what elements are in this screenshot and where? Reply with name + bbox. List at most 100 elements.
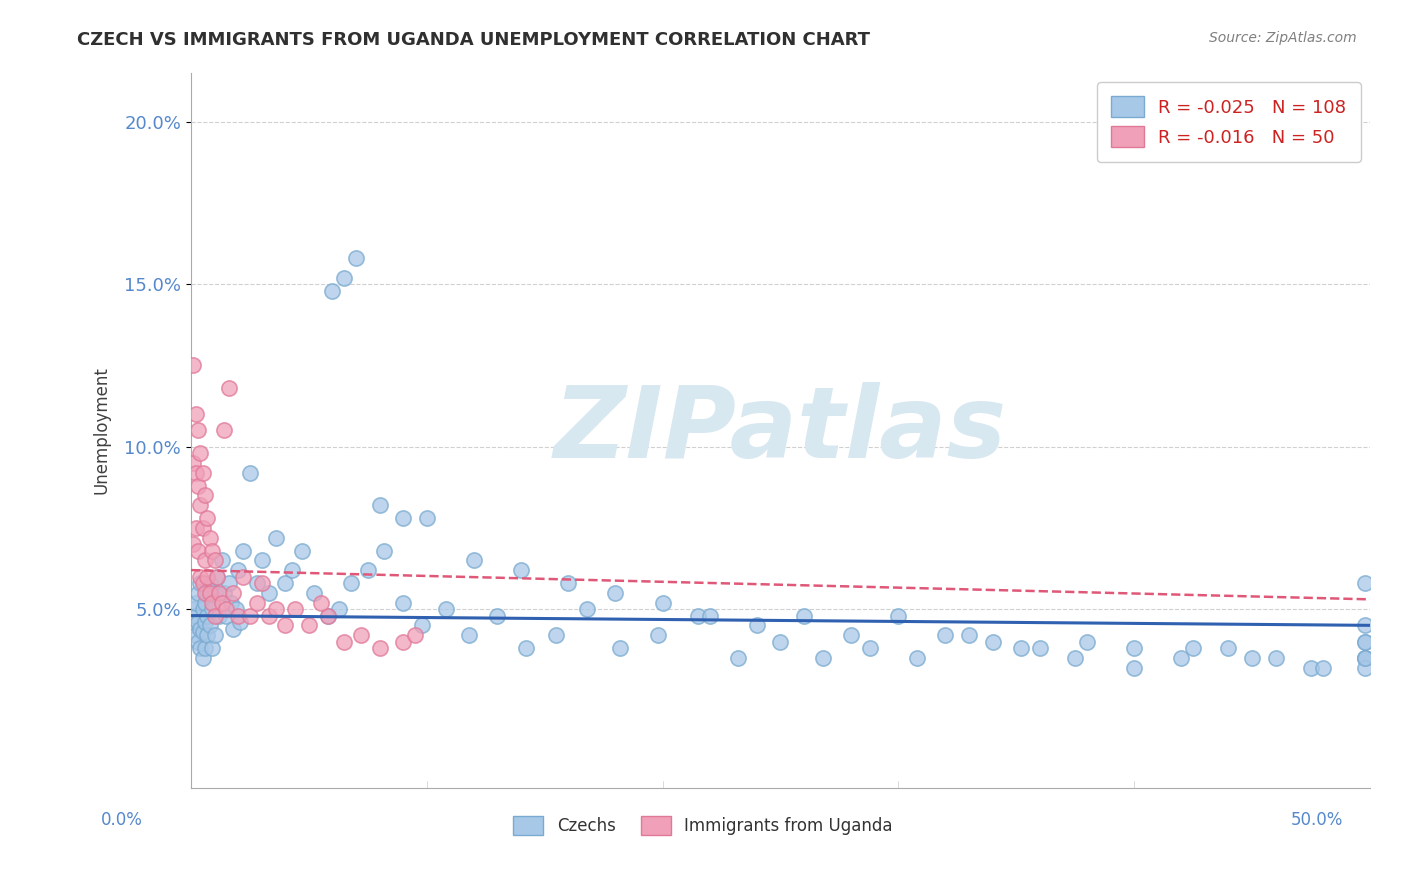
Point — [1010, 641, 1032, 656]
Point — [264, 531, 287, 545]
Point — [226, 563, 249, 577]
Point — [181, 537, 204, 551]
Y-axis label: Unemployment: Unemployment — [93, 367, 110, 494]
Point — [1123, 660, 1146, 674]
Point — [350, 628, 373, 642]
Point — [1299, 660, 1322, 674]
Point — [187, 634, 209, 648]
Point — [981, 634, 1004, 648]
Point — [257, 608, 280, 623]
Point — [686, 608, 709, 623]
Point — [191, 576, 214, 591]
Point — [274, 618, 297, 632]
Point — [211, 553, 233, 567]
Point — [225, 602, 247, 616]
Point — [1182, 641, 1205, 656]
Point — [204, 553, 226, 567]
Point — [357, 563, 380, 577]
Point — [205, 569, 228, 583]
Point — [887, 608, 910, 623]
Point — [187, 586, 209, 600]
Point — [609, 641, 631, 656]
Point — [1354, 650, 1376, 665]
Point — [333, 634, 356, 648]
Point — [1029, 641, 1052, 656]
Point — [191, 602, 214, 616]
Point — [1354, 660, 1376, 674]
Point — [745, 618, 768, 632]
Point — [416, 511, 439, 525]
Point — [190, 498, 212, 512]
Point — [546, 628, 568, 642]
Point — [321, 284, 343, 298]
Point — [190, 622, 212, 636]
Point — [1240, 650, 1263, 665]
Point — [699, 608, 721, 623]
Point — [302, 586, 325, 600]
Point — [239, 608, 262, 623]
Point — [1354, 650, 1376, 665]
Point — [190, 569, 212, 583]
Point — [239, 466, 262, 480]
Point — [1312, 660, 1334, 674]
Point — [368, 641, 391, 656]
Point — [208, 586, 231, 600]
Point — [246, 596, 269, 610]
Point — [194, 596, 217, 610]
Point — [647, 628, 669, 642]
Legend: R = -0.025   N = 108, R = -0.016   N = 50: R = -0.025 N = 108, R = -0.016 N = 50 — [1097, 82, 1361, 161]
Point — [434, 602, 457, 616]
Point — [187, 543, 209, 558]
Point — [190, 576, 212, 591]
Point — [284, 602, 307, 616]
Point — [557, 576, 579, 591]
Point — [769, 634, 792, 648]
Point — [201, 596, 224, 610]
Point — [1123, 641, 1146, 656]
Text: 50.0%: 50.0% — [1291, 811, 1343, 829]
Point — [226, 608, 249, 623]
Point — [934, 628, 956, 642]
Point — [197, 628, 219, 642]
Point — [222, 622, 245, 636]
Point — [198, 576, 221, 591]
Point — [222, 586, 245, 600]
Point — [181, 456, 204, 470]
Point — [218, 576, 240, 591]
Point — [194, 615, 217, 629]
Point — [201, 641, 224, 656]
Point — [316, 608, 339, 623]
Point — [190, 446, 212, 460]
Point — [184, 407, 207, 421]
Point — [204, 608, 226, 623]
Point — [333, 270, 356, 285]
Point — [198, 586, 221, 600]
Point — [215, 608, 238, 623]
Point — [191, 624, 214, 639]
Point — [811, 650, 834, 665]
Text: 0.0%: 0.0% — [101, 811, 143, 829]
Point — [463, 553, 485, 567]
Point — [250, 576, 273, 591]
Point — [839, 628, 862, 642]
Point — [411, 618, 433, 632]
Point — [274, 576, 297, 591]
Point — [197, 608, 219, 623]
Point — [257, 586, 280, 600]
Point — [368, 498, 391, 512]
Point — [208, 608, 231, 623]
Point — [291, 543, 314, 558]
Point — [458, 628, 481, 642]
Point — [404, 628, 426, 642]
Point — [392, 596, 415, 610]
Point — [184, 466, 207, 480]
Point — [793, 608, 815, 623]
Point — [212, 586, 235, 600]
Point — [264, 602, 287, 616]
Point — [1264, 650, 1286, 665]
Point — [204, 586, 226, 600]
Point — [187, 424, 209, 438]
Point — [184, 608, 207, 623]
Point — [201, 543, 224, 558]
Point — [1076, 634, 1098, 648]
